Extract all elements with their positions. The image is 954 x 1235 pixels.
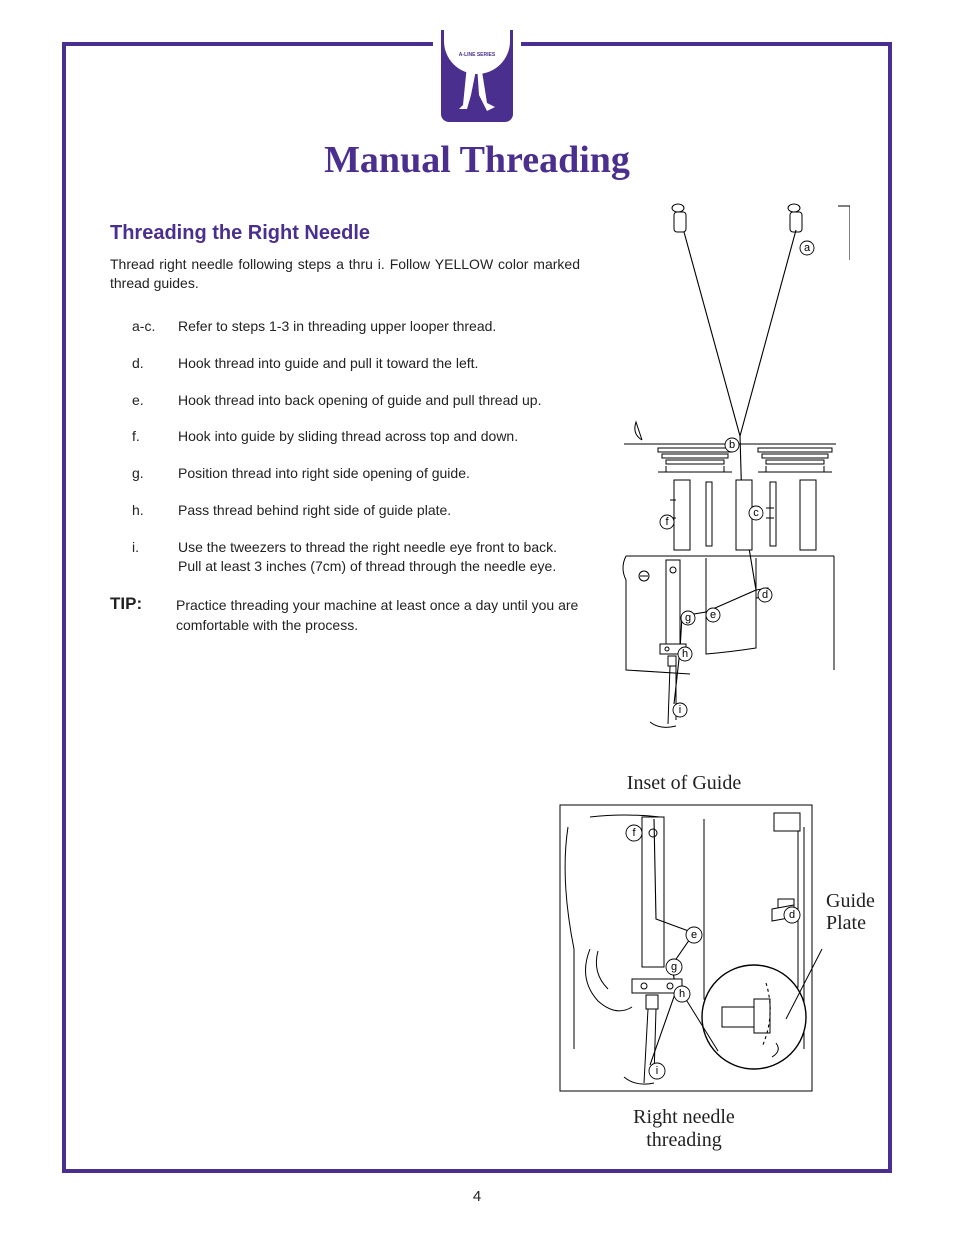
svg-text:g: g	[671, 961, 677, 973]
step-label: a-c.	[132, 317, 178, 336]
step-label: d.	[132, 354, 178, 373]
inset-title: Inset of Guide	[554, 772, 814, 795]
step-text: Position thread into right side opening …	[178, 464, 582, 483]
step-label: f.	[132, 427, 178, 446]
step-label: i.	[132, 538, 178, 576]
inset-diagram-wrap: Inset of Guide	[554, 772, 884, 1152]
svg-text:d: d	[789, 909, 795, 921]
step-text: Pass thread behind right side of guide p…	[178, 501, 582, 520]
svg-text:e: e	[710, 609, 716, 621]
section-intro: Thread right needle following steps a th…	[110, 255, 580, 293]
step-label: g.	[132, 464, 178, 483]
step-item: d.Hook thread into guide and pull it tow…	[132, 354, 582, 373]
svg-text:d: d	[762, 589, 768, 601]
tip-row: TIP: Practice threading your machine at …	[110, 594, 600, 635]
steps-list: a-c.Refer to steps 1-3 in threading uppe…	[132, 317, 582, 576]
svg-text:i: i	[656, 1065, 658, 1077]
logo-tagline: A-LINE SERIES	[444, 52, 510, 58]
page-title: Manual Threading	[0, 138, 954, 182]
step-item: e.Hook thread into back opening of guide…	[132, 391, 582, 410]
section-title: Threading the Right Needle	[110, 222, 600, 245]
brand-logo: A-LINE SERIES	[433, 30, 521, 122]
step-item: f.Hook into guide by sliding thread acro…	[132, 427, 582, 446]
tip-label: TIP:	[110, 594, 176, 635]
instructions-column: Threading the Right Needle Thread right …	[110, 222, 600, 635]
svg-text:a: a	[804, 242, 811, 254]
tip-text: Practice threading your machine at least…	[176, 594, 600, 635]
svg-text:e: e	[691, 929, 697, 941]
step-text: Hook into guide by sliding thread across…	[178, 427, 582, 446]
inset-caption: Right needlethreading	[554, 1106, 814, 1152]
svg-text:g: g	[685, 612, 691, 624]
guide-plate-label: GuidePlate	[826, 890, 875, 934]
step-label: h.	[132, 501, 178, 520]
step-item: i.Use the tweezers to thread the right n…	[132, 538, 582, 576]
step-item: a-c.Refer to steps 1-3 in threading uppe…	[132, 317, 582, 336]
svg-text:h: h	[679, 988, 685, 1000]
step-text: Hook thread into guide and pull it towar…	[178, 354, 582, 373]
threading-diagram-main: abcdefghi	[610, 200, 850, 740]
legs-icon	[457, 65, 497, 113]
threading-diagram-inset: fdeghi	[554, 799, 884, 1099]
step-item: h.Pass thread behind right side of guide…	[132, 501, 582, 520]
step-text: Hook thread into back opening of guide a…	[178, 391, 582, 410]
svg-text:c: c	[753, 507, 759, 519]
step-text: Refer to steps 1-3 in threading upper lo…	[178, 317, 582, 336]
svg-text:h: h	[682, 648, 688, 660]
svg-text:b: b	[729, 439, 735, 451]
step-item: g.Position thread into right side openin…	[132, 464, 582, 483]
svg-text:i: i	[679, 704, 681, 716]
page-number: 4	[0, 1188, 954, 1205]
step-text: Use the tweezers to thread the right nee…	[178, 538, 582, 576]
step-label: e.	[132, 391, 178, 410]
